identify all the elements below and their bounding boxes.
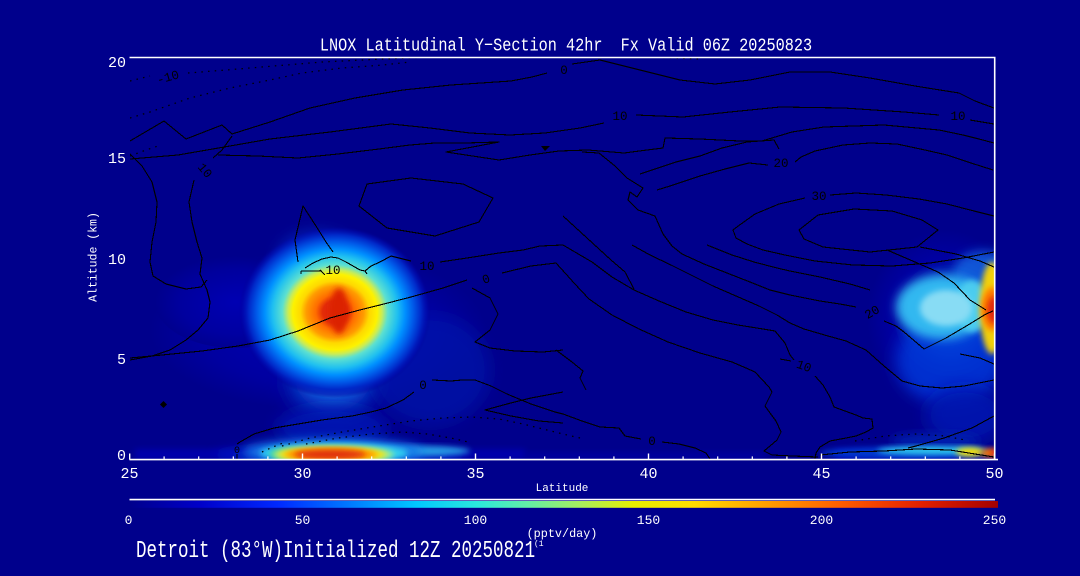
svg-text:0: 0: [648, 435, 656, 449]
svg-text:20: 20: [773, 157, 788, 171]
svg-text:0: 0: [234, 446, 240, 457]
svg-text:10: 10: [794, 358, 813, 376]
svg-text:10: 10: [325, 264, 340, 278]
svg-text:0: 0: [480, 272, 492, 288]
svg-text:0: 0: [419, 379, 427, 393]
svg-text:30: 30: [811, 190, 826, 204]
svg-text:0: 0: [560, 64, 568, 78]
svg-text:-10: -10: [155, 68, 181, 88]
svg-text:10: 10: [419, 260, 434, 274]
svg-text:10: 10: [950, 110, 965, 124]
svg-text:20: 20: [862, 303, 882, 323]
svg-text:10: 10: [612, 110, 627, 124]
